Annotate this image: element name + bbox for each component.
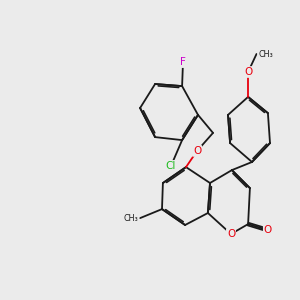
Text: CH₃: CH₃ [124, 214, 139, 223]
Text: O: O [227, 229, 235, 239]
Text: O: O [193, 146, 201, 156]
Text: F: F [180, 57, 186, 67]
Text: O: O [264, 225, 272, 235]
Text: CH₃: CH₃ [258, 50, 273, 58]
Text: O: O [244, 67, 252, 77]
Text: Cl: Cl [166, 161, 176, 171]
